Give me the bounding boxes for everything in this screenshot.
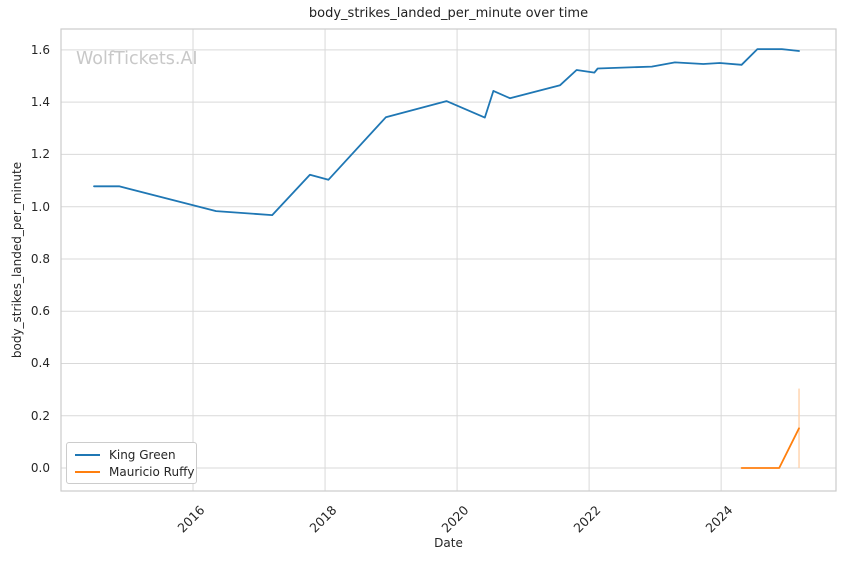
y-tick-label: 1.0 — [30, 199, 50, 214]
y-tick-label: 1.2 — [30, 147, 50, 162]
y-tick-label: 0.2 — [30, 408, 50, 423]
y-tick-label: 0.4 — [30, 356, 50, 371]
plot-border — [60, 28, 837, 492]
series-line-king-green — [93, 48, 800, 217]
y-tick-label: 1.4 — [30, 95, 50, 110]
legend-item-mauricio-ruffy: Mauricio Ruffy — [75, 465, 194, 479]
legend-label-mauricio-ruffy: Mauricio Ruffy — [109, 464, 195, 479]
series-line-mauricio-ruffy — [740, 427, 800, 469]
y-tick-label: 0.0 — [30, 461, 50, 475]
y-tick-label: 0.8 — [30, 251, 50, 266]
legend-line-swatch-mauricio-ruffy — [75, 470, 100, 473]
x-axis-label: Date — [434, 536, 463, 550]
legend: King Green Mauricio Ruffy — [66, 442, 197, 484]
y-tick-label: 0.6 — [30, 304, 50, 319]
legend-label-king-green: King Green — [109, 447, 176, 462]
legend-item-king-green: King Green — [75, 448, 188, 462]
legend-line-swatch-king-green — [75, 453, 100, 456]
chart-title: body_strikes_landed_per_minute over time — [308, 6, 589, 21]
y-tick-label: 1.6 — [30, 42, 50, 57]
